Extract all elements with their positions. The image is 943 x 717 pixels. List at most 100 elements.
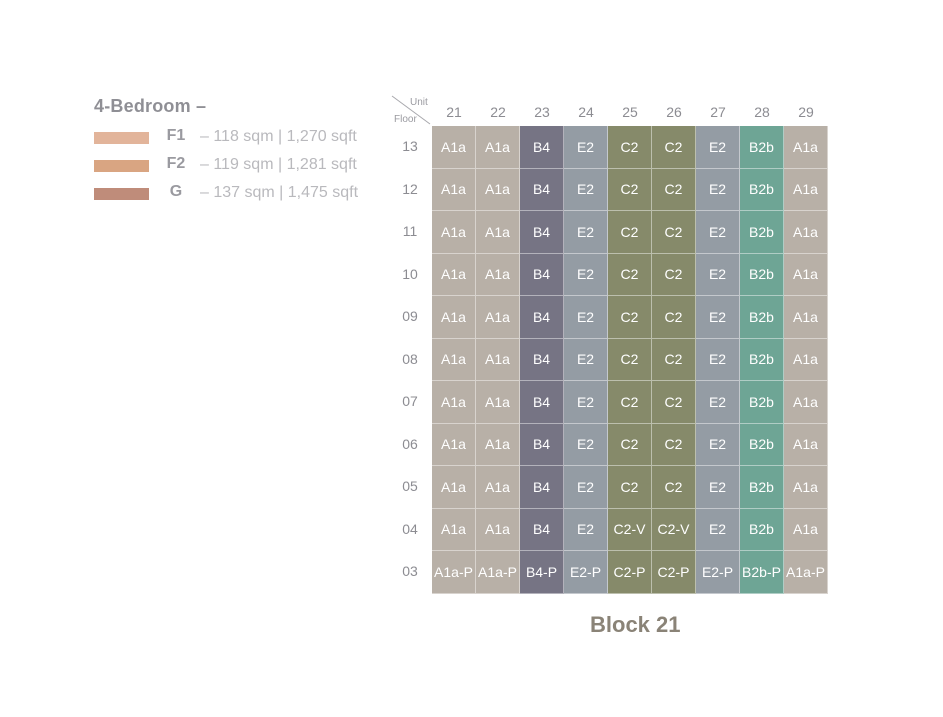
unit-cell[interactable]: A1a bbox=[432, 381, 476, 424]
unit-cell[interactable]: C2 bbox=[608, 211, 652, 254]
unit-cell[interactable]: B2b bbox=[740, 423, 784, 466]
unit-cell[interactable]: A1a-P bbox=[476, 551, 520, 594]
unit-cell[interactable]: B4 bbox=[520, 466, 564, 509]
unit-cell[interactable]: E2 bbox=[696, 126, 740, 169]
unit-cell[interactable]: C2 bbox=[652, 381, 696, 424]
unit-cell[interactable]: C2 bbox=[652, 253, 696, 296]
unit-cell[interactable]: C2 bbox=[608, 338, 652, 381]
unit-cell[interactable]: E2 bbox=[696, 466, 740, 509]
unit-cell[interactable]: B4 bbox=[520, 423, 564, 466]
unit-cell[interactable]: B2b bbox=[740, 296, 784, 339]
unit-cell[interactable]: B2b bbox=[740, 466, 784, 509]
unit-cell[interactable]: A1a bbox=[432, 466, 476, 509]
unit-cell[interactable]: E2 bbox=[564, 296, 608, 339]
unit-cell[interactable]: C2 bbox=[608, 381, 652, 424]
unit-cell[interactable]: C2 bbox=[652, 338, 696, 381]
unit-cell[interactable]: E2 bbox=[564, 211, 608, 254]
unit-cell[interactable]: A1a bbox=[432, 338, 476, 381]
unit-cell[interactable]: A1a bbox=[432, 168, 476, 211]
unit-cell[interactable]: C2-V bbox=[652, 508, 696, 551]
unit-cell[interactable]: A1a bbox=[476, 423, 520, 466]
unit-cell[interactable]: B2b bbox=[740, 508, 784, 551]
unit-cell[interactable]: E2 bbox=[696, 296, 740, 339]
unit-cell[interactable]: C2 bbox=[652, 168, 696, 211]
unit-cell[interactable]: A1a bbox=[476, 168, 520, 211]
unit-cell[interactable]: B2b-P bbox=[740, 551, 784, 594]
unit-cell[interactable]: C2-P bbox=[652, 551, 696, 594]
unit-cell[interactable]: C2 bbox=[652, 126, 696, 169]
unit-cell[interactable]: E2-P bbox=[696, 551, 740, 594]
unit-cell[interactable]: A1a bbox=[476, 211, 520, 254]
unit-cell[interactable]: C2 bbox=[608, 423, 652, 466]
unit-cell[interactable]: C2 bbox=[652, 211, 696, 254]
unit-cell[interactable]: A1a bbox=[476, 338, 520, 381]
unit-cell[interactable]: C2 bbox=[652, 466, 696, 509]
unit-cell[interactable]: C2 bbox=[652, 423, 696, 466]
unit-cell[interactable]: A1a bbox=[784, 466, 828, 509]
unit-cell[interactable]: A1a bbox=[476, 381, 520, 424]
unit-cell[interactable]: B2b bbox=[740, 126, 784, 169]
unit-cell[interactable]: C2 bbox=[608, 466, 652, 509]
unit-cell[interactable]: C2 bbox=[608, 126, 652, 169]
unit-cell[interactable]: E2 bbox=[564, 126, 608, 169]
unit-cell[interactable]: B2b bbox=[740, 211, 784, 254]
unit-cell[interactable]: B4 bbox=[520, 338, 564, 381]
unit-cell[interactable]: A1a bbox=[476, 253, 520, 296]
unit-cell[interactable]: E2 bbox=[564, 338, 608, 381]
unit-cell[interactable]: B4 bbox=[520, 381, 564, 424]
unit-cell[interactable]: E2 bbox=[564, 253, 608, 296]
unit-cell[interactable]: E2 bbox=[696, 211, 740, 254]
unit-cell[interactable]: A1a bbox=[784, 126, 828, 169]
unit-cell[interactable]: E2-P bbox=[564, 551, 608, 594]
unit-cell[interactable]: B4 bbox=[520, 126, 564, 169]
unit-cell[interactable]: B2b bbox=[740, 168, 784, 211]
unit-cell[interactable]: E2 bbox=[564, 423, 608, 466]
unit-cell[interactable]: A1a-P bbox=[784, 551, 828, 594]
unit-cell[interactable]: C2-P bbox=[608, 551, 652, 594]
unit-cell[interactable]: B2b bbox=[740, 381, 784, 424]
unit-cell[interactable]: C2-V bbox=[608, 508, 652, 551]
unit-cell[interactable]: A1a bbox=[476, 296, 520, 339]
unit-cell[interactable]: C2 bbox=[608, 253, 652, 296]
unit-cell[interactable]: A1a bbox=[784, 296, 828, 339]
unit-cell[interactable]: A1a bbox=[476, 466, 520, 509]
unit-cell[interactable]: A1a bbox=[784, 381, 828, 424]
unit-cell[interactable]: A1a bbox=[432, 296, 476, 339]
unit-cell[interactable]: B4 bbox=[520, 508, 564, 551]
unit-cell[interactable]: A1a bbox=[784, 211, 828, 254]
legend-area: – 137 sqm | 1,475 sqft bbox=[200, 184, 359, 201]
unit-cell[interactable]: A1a bbox=[784, 168, 828, 211]
unit-cell[interactable]: A1a bbox=[784, 423, 828, 466]
unit-cell[interactable]: A1a bbox=[432, 126, 476, 169]
unit-cell[interactable]: B4 bbox=[520, 211, 564, 254]
unit-cell[interactable]: C2 bbox=[608, 296, 652, 339]
unit-cell[interactable]: E2 bbox=[696, 508, 740, 551]
unit-cell[interactable]: A1a bbox=[784, 508, 828, 551]
unit-cell[interactable]: C2 bbox=[608, 168, 652, 211]
unit-cell[interactable]: E2 bbox=[696, 423, 740, 466]
unit-cell[interactable]: A1a bbox=[784, 338, 828, 381]
unit-cell[interactable]: A1a bbox=[432, 211, 476, 254]
unit-cell[interactable]: C2 bbox=[652, 296, 696, 339]
unit-cell[interactable]: A1a-P bbox=[432, 551, 476, 594]
unit-cell[interactable]: E2 bbox=[564, 381, 608, 424]
unit-cell[interactable]: E2 bbox=[696, 338, 740, 381]
unit-cell[interactable]: B2b bbox=[740, 253, 784, 296]
unit-cell[interactable]: E2 bbox=[696, 381, 740, 424]
unit-cell[interactable]: B4-P bbox=[520, 551, 564, 594]
unit-cell[interactable]: E2 bbox=[564, 168, 608, 211]
unit-cell[interactable]: A1a bbox=[476, 126, 520, 169]
unit-cell[interactable]: E2 bbox=[564, 508, 608, 551]
unit-cell[interactable]: B4 bbox=[520, 168, 564, 211]
unit-cell[interactable]: E2 bbox=[696, 253, 740, 296]
unit-cell[interactable]: A1a bbox=[476, 508, 520, 551]
unit-cell[interactable]: B4 bbox=[520, 253, 564, 296]
unit-cell[interactable]: A1a bbox=[432, 253, 476, 296]
unit-cell[interactable]: A1a bbox=[432, 423, 476, 466]
unit-cell[interactable]: E2 bbox=[564, 466, 608, 509]
unit-cell[interactable]: B4 bbox=[520, 296, 564, 339]
unit-cell[interactable]: B2b bbox=[740, 338, 784, 381]
unit-cell[interactable]: E2 bbox=[696, 168, 740, 211]
unit-cell[interactable]: A1a bbox=[784, 253, 828, 296]
unit-cell[interactable]: A1a bbox=[432, 508, 476, 551]
